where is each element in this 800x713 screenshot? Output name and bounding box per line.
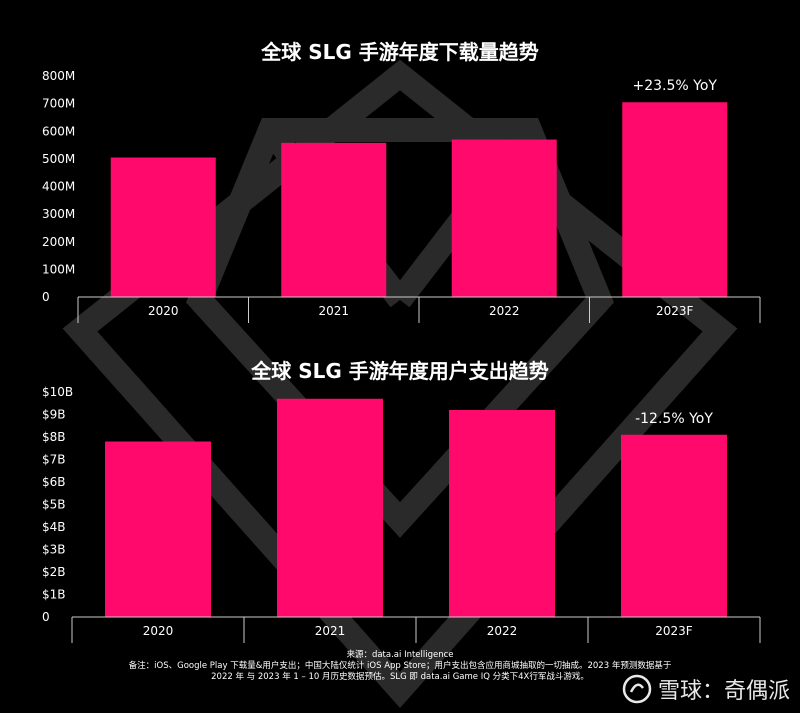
y-tick-label: 100M [42, 262, 75, 276]
y-tick-label: 700M [42, 97, 75, 111]
x-tick-label: 2023F [656, 304, 694, 318]
y-tick-label: 800M [42, 69, 75, 83]
y-tick-label: 400M [42, 180, 75, 194]
x-tick-label: 2023F [655, 624, 693, 638]
spending-bar-chart: 0 $1B $2B $3B $4B $5B $6B $7B $8B $9B $10B 2020 2021… [42, 385, 761, 643]
x-tick-label: 2022 [487, 624, 518, 638]
y-tick-label: 300M [42, 207, 75, 221]
bar-2021 [277, 398, 383, 617]
y-tick-label: $2B [42, 565, 66, 579]
bar-2020 [110, 157, 216, 297]
y-tick-label: $9B [42, 408, 66, 422]
yoy-annotation: -12.5% YoY [635, 411, 713, 427]
y-tick-label: 0 [42, 610, 50, 624]
watermark: 雪球：奇偶派 [622, 673, 790, 705]
footer-notes: 来源：data.ai Intelligence 备注：iOS、Google Pl… [0, 650, 800, 683]
snowball-logo-icon [622, 674, 652, 704]
y-tick-label: 600M [42, 124, 75, 138]
bar-2023F [621, 434, 727, 617]
x-tick-label: 2021 [315, 624, 346, 638]
download-bar-chart: 0 100M 200M 300M 400M 500M 600M 700M 800M 2020 202… [42, 69, 761, 323]
y-tick-label: $4B [42, 520, 66, 534]
bar-2022 [449, 410, 555, 617]
y-tick-label: $3B [42, 543, 66, 557]
y-tick-label: $8B [42, 430, 66, 444]
y-tick-label: $5B [42, 498, 66, 512]
download-chart-title: 全球 SLG 手游年度下载量趋势 [261, 40, 539, 64]
note-line-2: 2022 年 与 2023 年 1 – 10 月历史数据预估。SLG 即 dat… [211, 672, 589, 682]
bar-2020 [105, 441, 211, 617]
y-tick-label: $1B [42, 588, 66, 602]
x-tick-label: 2020 [143, 624, 174, 638]
y-tick-label: 200M [42, 235, 75, 249]
spending-chart-title: 全球 SLG 手游年度用户支出趋势 [251, 359, 549, 383]
x-tick-label: 2022 [489, 304, 520, 318]
x-tick-label: 2021 [318, 304, 349, 318]
bar-2021 [281, 142, 387, 297]
y-tick-label: $7B [42, 453, 66, 467]
watermark-text: 雪球：奇偶派 [657, 679, 790, 704]
y-tick-label: 500M [42, 152, 75, 166]
y-tick-label: $6B [42, 475, 66, 489]
y-tick-label: $10B [42, 385, 73, 399]
note-line-1: 备注：iOS、Google Play 下载量&用户支出；中国大陆仅统计 iOS … [128, 661, 672, 671]
bar-2023F [622, 102, 728, 298]
bar-2022 [451, 139, 557, 297]
x-tick-label: 2020 [148, 304, 179, 318]
y-tick-label: 0 [42, 290, 50, 304]
source-text: 来源：data.ai Intelligence [346, 650, 454, 660]
yoy-annotation: +23.5% YoY [633, 78, 718, 94]
